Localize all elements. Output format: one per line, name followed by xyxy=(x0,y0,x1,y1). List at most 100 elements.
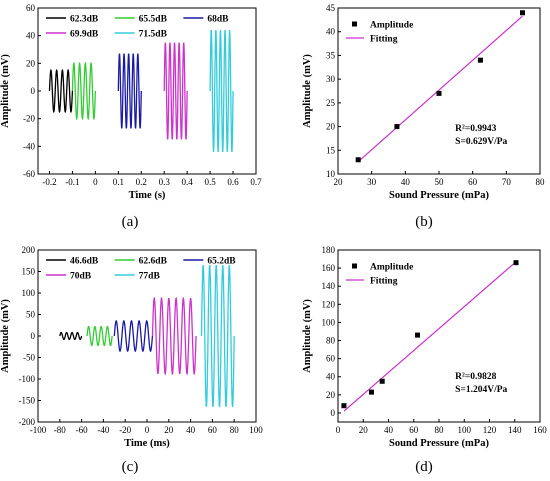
x-tick-label: 0.2 xyxy=(136,177,147,187)
data-point xyxy=(519,10,525,16)
chart-b: 20 30 40 50 60 70 80 10 15 20 25 30 35 40 45 Sound Pres… xyxy=(302,3,546,201)
y-tick-label: 50 xyxy=(26,310,36,320)
legend-label: 69.9dB xyxy=(70,30,99,40)
data-point xyxy=(415,332,421,338)
series-line-77dB xyxy=(200,264,235,408)
caption-a: (a) xyxy=(121,214,139,230)
series-line-62.6dB xyxy=(86,325,113,347)
legend-label: 77dB xyxy=(139,272,161,282)
x-tick-label: 40 xyxy=(384,425,394,435)
y-tick-label: 20 xyxy=(326,390,336,400)
data-point xyxy=(341,403,347,409)
data-point xyxy=(436,90,442,96)
x-axis-label: Time (s) xyxy=(129,190,166,201)
x-tick-label: 80 xyxy=(230,425,240,435)
y-tick-label: 60 xyxy=(26,3,36,13)
x-tick-label: 60 xyxy=(468,177,478,187)
x-tick-label: 40 xyxy=(186,425,196,435)
y-axis-label: Amplitude (mV) xyxy=(0,54,11,128)
x-tick-label: 70 xyxy=(502,177,512,187)
chart-d: 0 20 40 60 80 100 120 140 160 0 20 40 60 80 100 120 140 1… xyxy=(302,245,547,449)
fit-annotation: S=0.629V/Pa xyxy=(455,137,507,147)
y-tick-label: -50 xyxy=(23,353,35,363)
x-tick-label: 0 xyxy=(93,177,98,187)
x-tick-label: 60 xyxy=(208,425,218,435)
x-tick-label: 20 xyxy=(334,177,344,187)
y-tick-label: 60 xyxy=(326,354,336,364)
x-tick-label: 0.6 xyxy=(227,177,239,187)
y-tick-label: 30 xyxy=(326,74,336,84)
y-tick-label: 140 xyxy=(322,281,336,291)
x-tick-label: -60 xyxy=(76,425,88,435)
fit-line xyxy=(357,15,523,163)
caption-c: (c) xyxy=(121,459,139,475)
x-tick-label: 40 xyxy=(401,177,411,187)
legend-marker-amplitude xyxy=(352,21,357,27)
x-tick-label: -20 xyxy=(119,425,131,435)
x-tick-label: 80 xyxy=(536,177,546,187)
series-line-65.2dB xyxy=(113,319,154,353)
series-line-69.9dB xyxy=(163,42,188,140)
y-tick-label: 0 xyxy=(331,408,336,418)
x-tick-label: 0 xyxy=(336,425,341,435)
series-line-65.5dB xyxy=(71,61,97,121)
y-tick-label: 20 xyxy=(26,58,36,68)
series-line-46.6dB xyxy=(59,331,83,341)
y-tick-label: 100 xyxy=(22,288,36,298)
legend-label: 62.3dB xyxy=(70,15,99,25)
y-tick-label: 0 xyxy=(31,86,36,96)
plot-frame xyxy=(337,249,541,423)
y-axis-label: Amplitude (mV) xyxy=(0,299,11,373)
x-tick-label: -0.1 xyxy=(65,177,79,187)
caption-d: (d) xyxy=(415,459,433,475)
x-tick-label: 20 xyxy=(359,425,369,435)
x-axis-label: Time (ms) xyxy=(124,438,170,449)
x-tick-label: 160 xyxy=(533,425,547,435)
y-tick-label: 180 xyxy=(322,245,336,255)
y-tick-label: -60 xyxy=(23,169,35,179)
y-tick-label: 40 xyxy=(326,27,336,37)
data-point xyxy=(379,378,385,384)
x-tick-label: 60 xyxy=(409,425,419,435)
y-tick-label: 25 xyxy=(326,98,336,108)
x-tick-label: 80 xyxy=(435,425,445,435)
y-tick-label: 100 xyxy=(322,317,336,327)
y-tick-label: -20 xyxy=(23,114,35,124)
y-tick-label: 15 xyxy=(326,145,336,155)
x-tick-label: -100 xyxy=(30,425,47,435)
y-tick-label: 45 xyxy=(326,3,336,13)
y-tick-label: 20 xyxy=(326,122,336,132)
data-point xyxy=(513,260,519,266)
x-tick-label: -80 xyxy=(54,425,66,435)
series-line-70dB xyxy=(151,296,197,376)
legend-label-fitting: Fitting xyxy=(370,35,398,45)
legend-label: 65.2dB xyxy=(207,257,236,267)
chart-a: -0.2 -0.1 0 0.1 0.2 0.3 0.4 0.5 0.6 0.7 -60 -40 -20 0… xyxy=(0,3,262,201)
x-tick-label: 0.7 xyxy=(250,177,262,187)
y-tick-label: -150 xyxy=(19,396,36,406)
legend-marker-amplitude xyxy=(352,263,357,269)
x-tick-label: 0.1 xyxy=(113,177,124,187)
y-tick-label: 10 xyxy=(326,169,336,179)
x-tick-label: 100 xyxy=(458,425,472,435)
y-tick-label: 160 xyxy=(322,263,336,273)
legend-label-amplitude: Amplitude xyxy=(370,263,413,273)
x-tick-label: 100 xyxy=(249,425,263,435)
series-line-62.3dB xyxy=(48,68,74,114)
caption-b: (b) xyxy=(415,214,433,230)
legend-label: 71.5dB xyxy=(139,30,168,40)
y-tick-label: -100 xyxy=(19,374,36,384)
legend-label: 68dB xyxy=(207,15,229,25)
x-tick-label: 20 xyxy=(164,425,174,435)
legend-label: 65.5dB xyxy=(139,15,168,25)
legend-label: 70dB xyxy=(70,272,92,282)
x-tick-label: -40 xyxy=(97,425,109,435)
y-tick-label: -200 xyxy=(19,417,36,427)
x-tick-label: 140 xyxy=(508,425,522,435)
x-tick-label: 0.5 xyxy=(204,177,216,187)
y-axis-label: Amplitude (mV) xyxy=(302,299,313,373)
fit-line xyxy=(343,261,517,412)
x-tick-label: 30 xyxy=(367,177,377,187)
series-line-71.5dB xyxy=(209,30,234,152)
